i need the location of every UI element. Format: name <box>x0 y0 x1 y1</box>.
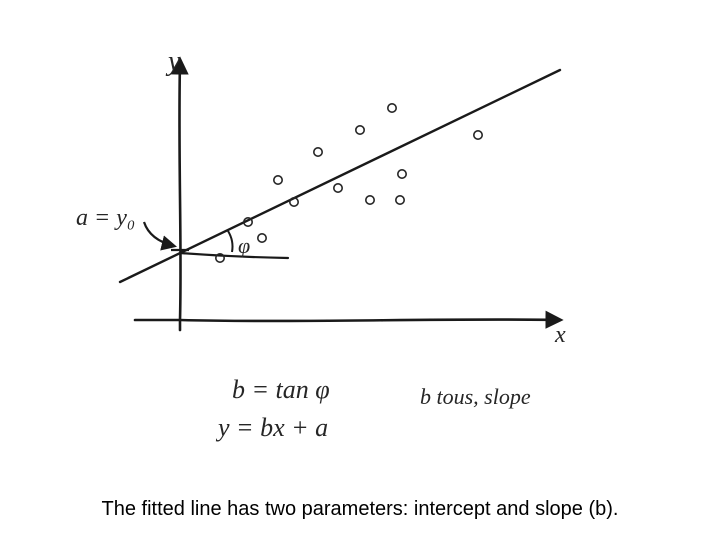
angle-baseline <box>180 253 288 258</box>
angle-label-phi: φ <box>238 233 250 258</box>
scatter-point <box>388 104 396 112</box>
diagram-svg: y x φ a = y₀ b = tan φ y = bx + a b tous, slop… <box>0 0 720 540</box>
y-axis-label: y <box>165 46 181 77</box>
scatter-point <box>398 170 406 178</box>
scatter-point <box>258 234 266 242</box>
label-b-eq-tanphi: b = tan φ <box>232 375 330 404</box>
scatter-point <box>356 126 364 134</box>
scatter-point <box>366 196 374 204</box>
y-axis <box>179 60 180 330</box>
slide-stage: y x φ a = y₀ b = tan φ y = bx + a b tous, slop… <box>0 0 720 540</box>
intercept-pointer-arrow <box>144 222 174 246</box>
label-y-eq-bx-plus-a: y = bx + a <box>215 413 328 442</box>
scatter-point <box>314 148 322 156</box>
scatter-point <box>396 196 404 204</box>
x-axis-label: x <box>554 322 566 348</box>
angle-arc <box>228 231 232 252</box>
scatter-point <box>334 184 342 192</box>
scatter-point <box>274 176 282 184</box>
label-b-tous-slope: b tous, slope <box>420 384 531 409</box>
label-a-eq-y0: a = y₀ <box>76 205 135 231</box>
x-axis <box>135 320 560 321</box>
scatter-point <box>474 131 482 139</box>
caption-text: The fitted line has two parameters: inte… <box>0 498 720 521</box>
